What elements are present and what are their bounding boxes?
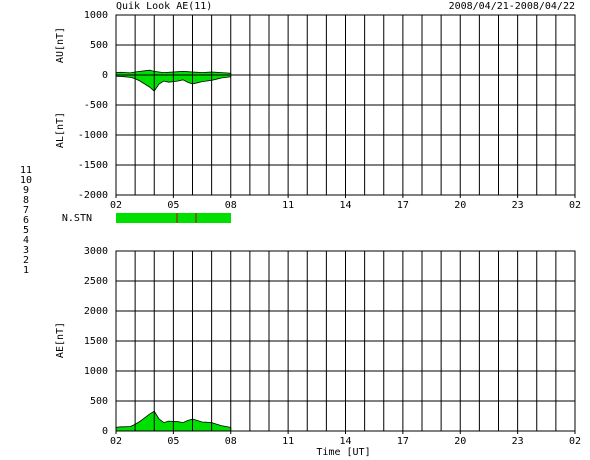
stn-bar	[116, 213, 231, 223]
plot-frame	[115, 14, 576, 196]
y-tick-label: 0	[102, 70, 108, 81]
station-number: 8	[23, 195, 29, 206]
x-tick-label: 11	[282, 436, 294, 447]
station-number: 3	[23, 245, 29, 256]
y-tick-label: 2500	[84, 276, 108, 287]
x-tick-label: 02	[110, 200, 122, 211]
chart-title: Quik Look AE(11)	[116, 1, 212, 12]
y-tick-label: -1000	[78, 130, 108, 141]
x-tick-label: 20	[454, 200, 466, 211]
x-tick-label: 20	[454, 436, 466, 447]
x-axis-label: Time [UT]	[316, 447, 370, 458]
y-tick-label: -500	[84, 100, 108, 111]
x-tick-label: 17	[397, 200, 409, 211]
x-tick-label: 08	[225, 200, 237, 211]
y-tick-label: 1000	[84, 10, 108, 21]
x-tick-label: 02	[569, 200, 581, 211]
station-number: 11	[20, 165, 32, 176]
x-tick-label: 23	[512, 200, 524, 211]
station-number: 9	[23, 185, 29, 196]
station-number: 2	[23, 255, 29, 266]
area	[115, 410, 232, 432]
y-tick-label: 1000	[84, 366, 108, 377]
x-tick-label: 14	[339, 200, 351, 211]
plot-frame	[115, 250, 576, 432]
x-tick-label: 08	[225, 436, 237, 447]
y-tick-label: 3000	[84, 246, 108, 257]
x-tick-label: 11	[282, 200, 294, 211]
area	[115, 74, 232, 92]
y-axis-label: AE[nT]	[55, 322, 66, 358]
y-axis-label: AL[nT]	[55, 112, 66, 148]
x-tick-label: 23	[512, 436, 524, 447]
y-tick-label: -1500	[78, 160, 108, 171]
station-number: 10	[20, 175, 32, 186]
station-number: 7	[23, 205, 29, 216]
station-number: 1	[23, 265, 29, 276]
x-tick-label: 05	[167, 200, 179, 211]
station-number: 4	[23, 235, 29, 246]
x-tick-label: 05	[167, 436, 179, 447]
stn-label: N.STN	[62, 213, 92, 224]
y-tick-label: -2000	[78, 190, 108, 201]
x-tick-label: 02	[569, 436, 581, 447]
y-tick-label: 2000	[84, 306, 108, 317]
y-tick-label: 500	[90, 396, 108, 407]
y-tick-label: 500	[90, 40, 108, 51]
x-tick-label: 02	[110, 436, 122, 447]
y-axis-label: AU[nT]	[55, 27, 66, 63]
date-range: 2008/04/21-2008/04/22	[449, 1, 575, 12]
y-tick-label: 1500	[84, 336, 108, 347]
y-tick-label: 0	[102, 426, 108, 437]
station-number: 5	[23, 225, 29, 236]
x-tick-label: 14	[339, 436, 351, 447]
x-tick-label: 17	[397, 436, 409, 447]
station-number: 6	[23, 215, 29, 226]
